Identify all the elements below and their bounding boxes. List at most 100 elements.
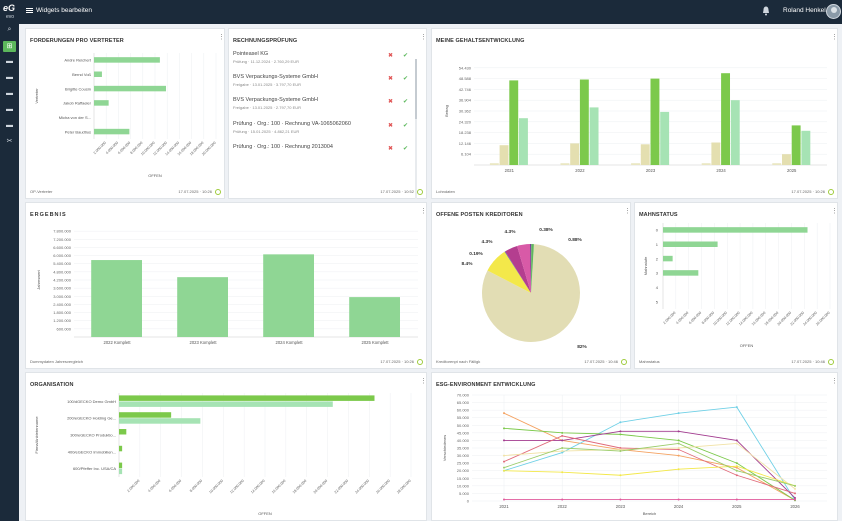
list-item[interactable]: Prüfung · Org.: 100 · Rechnung VA-106506… [233,121,408,143]
bar [589,107,599,165]
data-point [794,484,796,487]
bar [263,254,314,337]
folder-icon[interactable]: ▬ [6,90,13,97]
x-axis-label: Bereich [643,511,657,516]
data-point [735,498,738,501]
x-tick-label: 2021 [499,504,509,509]
data-point [794,496,796,499]
category-label: Brigitte Cousin [65,86,91,91]
edit-widgets-icon[interactable] [26,7,33,14]
bar [772,163,782,165]
reject-icon[interactable]: ✖ [388,76,394,82]
approve-icon[interactable]: ✔ [403,123,409,129]
y-tick-label: 3.600.000 [53,286,72,291]
invoice-details: Freigabe · 13.01.2025 · 3.797,70 EUR [233,82,302,87]
category-label: 3 [656,271,659,276]
x-tick-label: 2.000.000 [662,311,676,325]
status-icon [828,189,834,195]
x-tick-label: 2025 Komplett [361,340,389,345]
data-point [619,430,622,433]
reject-icon[interactable]: ✖ [388,53,394,59]
x-axis-label: OFFEN [740,343,754,348]
y-axis-label: Jahreswert [36,269,41,289]
widget-menu-icon[interactable]: ⋮ [420,34,427,41]
folder-icon[interactable]: ▬ [6,58,13,65]
edit-widgets-label[interactable]: Widgets bearbeiten [36,7,93,14]
bar [781,154,791,165]
bar [791,125,801,165]
category-label: 1 [656,242,659,247]
bar [650,78,660,165]
y-tick-label: 24.320 [459,119,472,124]
widget-organisation: ORGANISATION ⋮ 2.000.000 4.000.000 6.000.0… [25,372,427,521]
x-tick-label: 2.000.000 [126,479,140,493]
approve-icon[interactable]: ✔ [403,53,409,59]
data-point [503,439,505,442]
forderungen-chart: 2.000.0004.000.0006.000.0008.000.00010.0… [34,53,217,178]
tools-icon[interactable]: ✂ [6,138,13,145]
y-tick-label: 6.600.000 [53,245,72,250]
reject-icon[interactable]: ✖ [388,99,394,105]
y-tick-label: 6.000.000 [53,253,72,258]
x-tick-label: 2024 Komplett [275,340,303,345]
y-tick-label: 42.746 [459,87,472,92]
y-tick-label: 20.000 [457,468,470,473]
app-logo[interactable]: eG evo [3,2,21,22]
x-tick-label: 16.000.000 [271,479,287,495]
category-label: 600/Pfeffer Inc. USA/CA [73,466,116,471]
status-icon [828,359,834,365]
x-tick-label: 2023 [646,168,656,173]
reject-icon[interactable]: ✖ [388,146,394,152]
bar [94,57,160,63]
series-line [503,435,796,494]
search-icon[interactable]: ⌕ [7,26,12,33]
y-tick-label: 40.000 [457,438,470,443]
y-tick-label: 5.400.000 [53,261,72,266]
list-item[interactable]: Prüfung · Org.: 100 · Rechnung 2013004 ✖… [233,144,408,166]
approve-icon[interactable]: ✔ [403,146,409,152]
x-tick-label: 2023 Komplett [189,340,217,345]
x-tick-label: 2021 [505,168,515,173]
x-tick-label: 2022 [558,504,568,509]
data-point [619,474,622,477]
list-item[interactable]: Pointeasel KG Prüfung · 11.12.2024 · 2.7… [233,51,408,73]
category-label: 0 [656,228,659,233]
data-point [503,469,505,472]
esg-chart: 70.000 65.000 60.000 55.000 50.000 45.000 40.0… [442,393,827,516]
y-tick-label: 600.000 [57,326,72,331]
folder-icon[interactable]: ▬ [6,122,13,129]
reject-icon[interactable]: ✖ [388,123,394,129]
avatar[interactable] [826,4,841,19]
bar [177,277,228,337]
data-point [677,447,680,449]
widget-timestamp: 17.07.2025 · 10:26 [380,359,414,364]
x-tick-label: 10.000.000 [208,479,224,495]
invoice-name: BVS Verpackungs-Systeme GmbH [233,97,318,103]
data-point [561,451,564,454]
series-line [503,406,796,501]
y-axis-label: Firma/Anbietenname [34,416,39,454]
category-label: 400/eGECKO Immobilien... [68,449,116,454]
approve-icon[interactable]: ✔ [403,76,409,82]
folder-icon[interactable]: ▬ [6,106,13,113]
bar [499,145,509,165]
x-tick-label: 28.000.000 [396,479,412,495]
widget-title: MEINE GEHALTSENTWICKLUNG [436,38,525,44]
slice-label: 8.4% [462,261,474,267]
list-item[interactable]: BVS Verpackungs-Systeme GmbH Freigabe · … [233,97,408,119]
user-name[interactable]: Roland Henkel [783,7,826,14]
y-tick-label: 55.000 [457,415,470,420]
widget-ergebnis: ERGEBNIS ⋮ 7.800.000 7.200.000 6.600.000 6.… [25,202,427,369]
folder-icon[interactable]: ▬ [6,74,13,81]
bell-icon[interactable] [762,6,770,16]
approve-icon[interactable]: ✔ [403,99,409,105]
dashboard-icon[interactable]: ⊞ [3,41,16,52]
y-tick-label: 54.430 [459,65,472,70]
top-bar: eG evo Widgets bearbeiten Roland Henkel [0,0,842,24]
bar [519,118,528,165]
slice-label: 0.19% [469,251,483,257]
category-label: 300/eGECKO Produktio... [70,433,116,438]
bar [489,163,499,165]
list-item[interactable]: BVS Verpackungs-Systeme GmbH Freigabe · … [233,74,408,96]
scrollbar[interactable] [415,59,417,199]
